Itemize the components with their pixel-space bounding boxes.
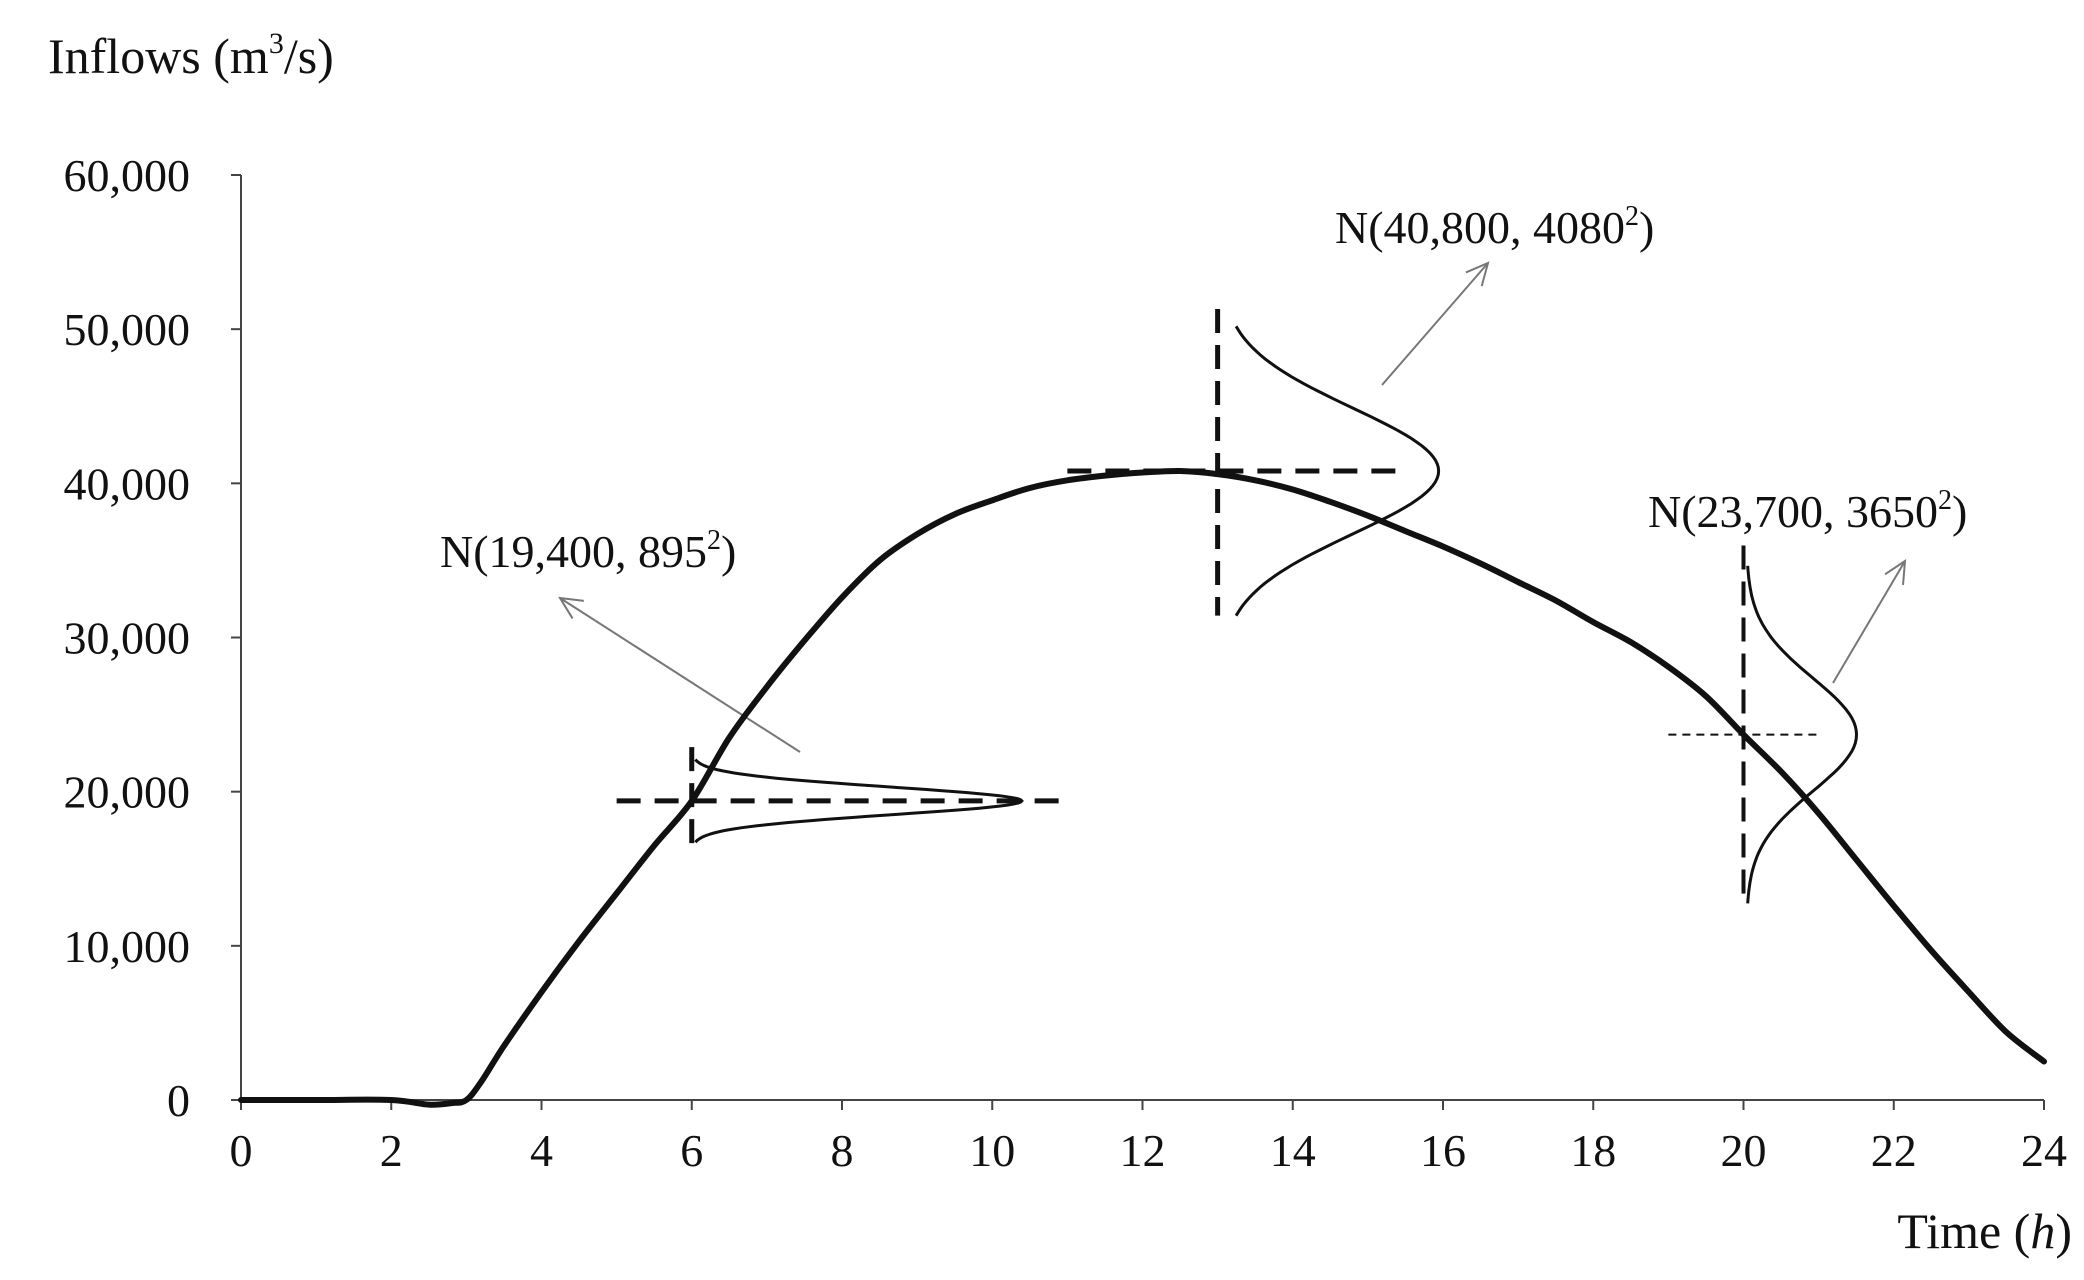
x-title-end: ) [2055, 1203, 2072, 1259]
distribution-label-1-sup: 2 [707, 525, 721, 556]
annotation-arrow-head [1884, 559, 1907, 586]
x-tick-label: 18 [1570, 1125, 1616, 1176]
x-axis-title: Time (h) [1897, 1203, 2072, 1259]
normal-distribution-curve [1234, 325, 1441, 617]
x-tick-label: 2 [380, 1125, 403, 1176]
x-tick-label: 20 [1721, 1125, 1767, 1176]
normal-distribution-curve [1746, 565, 1859, 904]
normal-distribution-curve [694, 758, 1024, 844]
x-tick-label: 0 [230, 1125, 253, 1176]
axis-ticks [231, 174, 2045, 1110]
x-title-italic: h [2030, 1203, 2055, 1259]
x-tick-label: 8 [831, 1125, 854, 1176]
y-tick-label: 30,000 [64, 613, 191, 664]
distribution-overlays [558, 261, 1907, 904]
distribution-label-3: N(23,700, 36502) [1648, 485, 1967, 537]
annotation-arrow-line [1381, 262, 1489, 386]
y-tick-label: 60,000 [64, 150, 191, 201]
distribution-label-1: N(19,400, 8952) [440, 525, 736, 577]
distribution-label-2-main: N(40,800, 4080 [1335, 202, 1625, 253]
annotation-arrow-head [1465, 261, 1490, 287]
distribution-label-1-main: N(19,400, 895 [440, 526, 707, 577]
x-tick-labels: 0 2 4 6 8 10 12 14 16 18 20 22 24 [230, 1125, 2068, 1176]
annotation-arrow-line [1832, 560, 1906, 684]
y-tick-label: 40,000 [64, 458, 191, 509]
distribution-label-3-sup: 2 [1938, 485, 1952, 516]
distribution-label-2-end: ) [1639, 202, 1654, 253]
x-tick-label: 10 [969, 1125, 1015, 1176]
x-tick-label: 16 [1420, 1125, 1466, 1176]
y-title-end: /s) [284, 28, 334, 84]
distribution-label-2-sup: 2 [1625, 201, 1639, 232]
x-tick-label: 24 [2021, 1125, 2067, 1176]
annotation-arrow-line [559, 597, 801, 753]
y-tick-label: 0 [167, 1075, 190, 1126]
inflow-series-line [238, 467, 2047, 1108]
y-tick-labels: 0 10,000 20,000 30,000 40,000 50,000 60,000 [64, 150, 191, 1126]
x-tick-label: 6 [680, 1125, 703, 1176]
y-axis-title: Inflows (m3/s) [48, 27, 334, 84]
y-tick-label: 20,000 [64, 767, 191, 818]
distribution-label-2: N(40,800, 40802) [1335, 201, 1654, 253]
y-title-superscript: 3 [269, 27, 284, 60]
x-title-main: Time ( [1897, 1203, 2030, 1259]
x-tick-label: 12 [1120, 1125, 1166, 1176]
x-tick-label: 14 [1270, 1125, 1316, 1176]
y-tick-label: 10,000 [64, 921, 191, 972]
x-tick-label: 4 [530, 1125, 553, 1176]
distribution-label-3-main: N(23,700, 3650 [1648, 486, 1938, 537]
x-tick-label: 22 [1871, 1125, 1917, 1176]
distribution-label-1-end: ) [721, 526, 736, 577]
annotation-arrow-head [558, 596, 584, 619]
y-tick-label: 50,000 [64, 304, 191, 355]
y-title-main: Inflows (m [48, 28, 269, 84]
distribution-label-3-end: ) [1952, 486, 1967, 537]
